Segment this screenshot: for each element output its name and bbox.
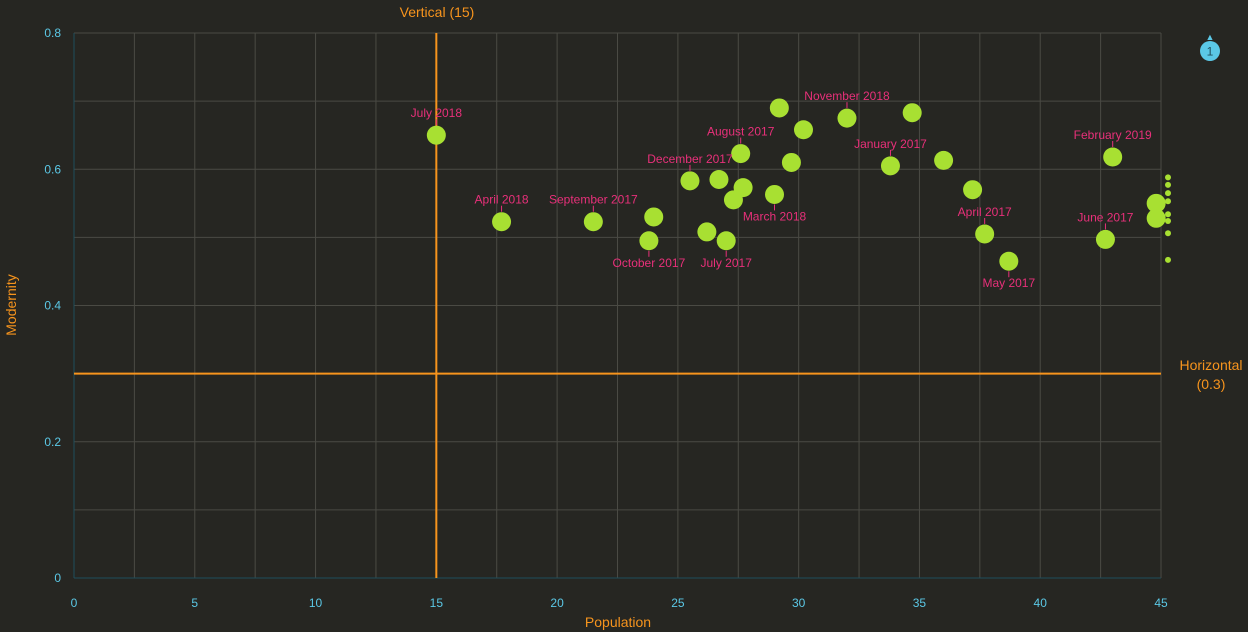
offscale-marker bbox=[1165, 218, 1171, 225]
x-tick-label: 40 bbox=[1034, 596, 1048, 610]
data-label: January 2017 bbox=[854, 137, 927, 151]
data-point bbox=[731, 144, 751, 164]
data-label: August 2017 bbox=[707, 125, 775, 139]
data-point bbox=[902, 103, 922, 123]
data-label: April 2018 bbox=[475, 193, 529, 207]
offscale-marker bbox=[1165, 174, 1171, 181]
y-tick-label: 0 bbox=[54, 571, 61, 585]
x-tick-label: 30 bbox=[792, 596, 806, 610]
data-label: December 2017 bbox=[647, 152, 733, 166]
offscale-marker bbox=[1165, 190, 1171, 197]
data-point bbox=[975, 224, 995, 244]
data-point bbox=[999, 251, 1019, 271]
data-label: July 2017 bbox=[701, 256, 753, 270]
offscale-marker bbox=[1165, 198, 1171, 205]
y-axis-title: Modernity bbox=[3, 274, 19, 335]
y-tick-label: 0.8 bbox=[44, 26, 61, 40]
point-labels: July 2018 April 2018 September 2017 October… bbox=[411, 89, 1152, 290]
x-tick-label: 5 bbox=[191, 596, 198, 610]
data-label: April 2017 bbox=[958, 205, 1012, 219]
x-tick-label: 35 bbox=[913, 596, 927, 610]
data-point bbox=[644, 207, 664, 227]
scroll-count-label: 1 bbox=[1207, 45, 1214, 59]
data-point bbox=[583, 212, 603, 232]
data-point bbox=[680, 171, 700, 191]
data-point bbox=[837, 108, 857, 128]
y-tick-label: 0.6 bbox=[44, 162, 61, 176]
axes: 0 5 10 15 20 25 30 35 40 45 0 0.2 0.4 0.6 0.8 bbox=[44, 26, 1168, 610]
y-tick-label: 0.2 bbox=[44, 435, 61, 449]
y-tick-label: 0.4 bbox=[44, 299, 61, 313]
offscale-marker bbox=[1165, 230, 1171, 237]
data-point bbox=[793, 120, 813, 140]
offscale-markers bbox=[1165, 174, 1171, 263]
data-point bbox=[716, 231, 736, 251]
data-point bbox=[426, 125, 446, 145]
data-points bbox=[426, 98, 1166, 271]
vertical-reference-label: Vertical (15) bbox=[400, 4, 475, 20]
data-point bbox=[963, 180, 983, 200]
data-point bbox=[733, 178, 753, 198]
x-tick-label: 20 bbox=[550, 596, 564, 610]
scroll-count-badge[interactable] bbox=[1200, 41, 1220, 61]
data-label: November 2018 bbox=[804, 89, 890, 103]
horizontal-reference-label-line2: (0.3) bbox=[1197, 376, 1226, 392]
offscale-marker bbox=[1165, 181, 1171, 188]
x-axis-title: Population bbox=[585, 614, 651, 630]
data-point bbox=[781, 152, 801, 172]
data-point bbox=[697, 222, 717, 242]
horizontal-reference-label-line1: Horizontal bbox=[1179, 357, 1242, 373]
scroll-up-arrow-icon[interactable]: ▲ bbox=[1206, 32, 1215, 42]
data-point bbox=[639, 231, 659, 251]
data-label: May 2017 bbox=[982, 276, 1035, 290]
data-point bbox=[765, 184, 785, 204]
x-tick-label: 10 bbox=[309, 596, 323, 610]
data-point bbox=[934, 150, 954, 170]
data-label: July 2018 bbox=[411, 106, 463, 120]
data-point bbox=[1146, 208, 1166, 228]
data-label: October 2017 bbox=[613, 256, 686, 270]
data-point bbox=[492, 212, 512, 232]
data-point bbox=[1103, 147, 1123, 167]
offscale-marker bbox=[1165, 211, 1171, 218]
x-tick-label: 15 bbox=[430, 596, 444, 610]
x-tick-label: 0 bbox=[71, 596, 78, 610]
data-label: March 2018 bbox=[743, 209, 807, 223]
offscale-marker bbox=[1165, 256, 1171, 263]
scroll-indicator[interactable]: ▲ 1 bbox=[1200, 32, 1220, 61]
data-label: June 2017 bbox=[1077, 210, 1133, 224]
data-label: September 2017 bbox=[549, 193, 638, 207]
x-tick-label: 45 bbox=[1154, 596, 1168, 610]
data-point bbox=[880, 156, 900, 176]
data-point bbox=[1095, 229, 1115, 249]
data-point bbox=[769, 98, 789, 118]
data-point bbox=[709, 169, 729, 189]
data-point bbox=[1146, 193, 1166, 213]
data-label: February 2019 bbox=[1074, 128, 1152, 142]
x-tick-label: 25 bbox=[671, 596, 685, 610]
